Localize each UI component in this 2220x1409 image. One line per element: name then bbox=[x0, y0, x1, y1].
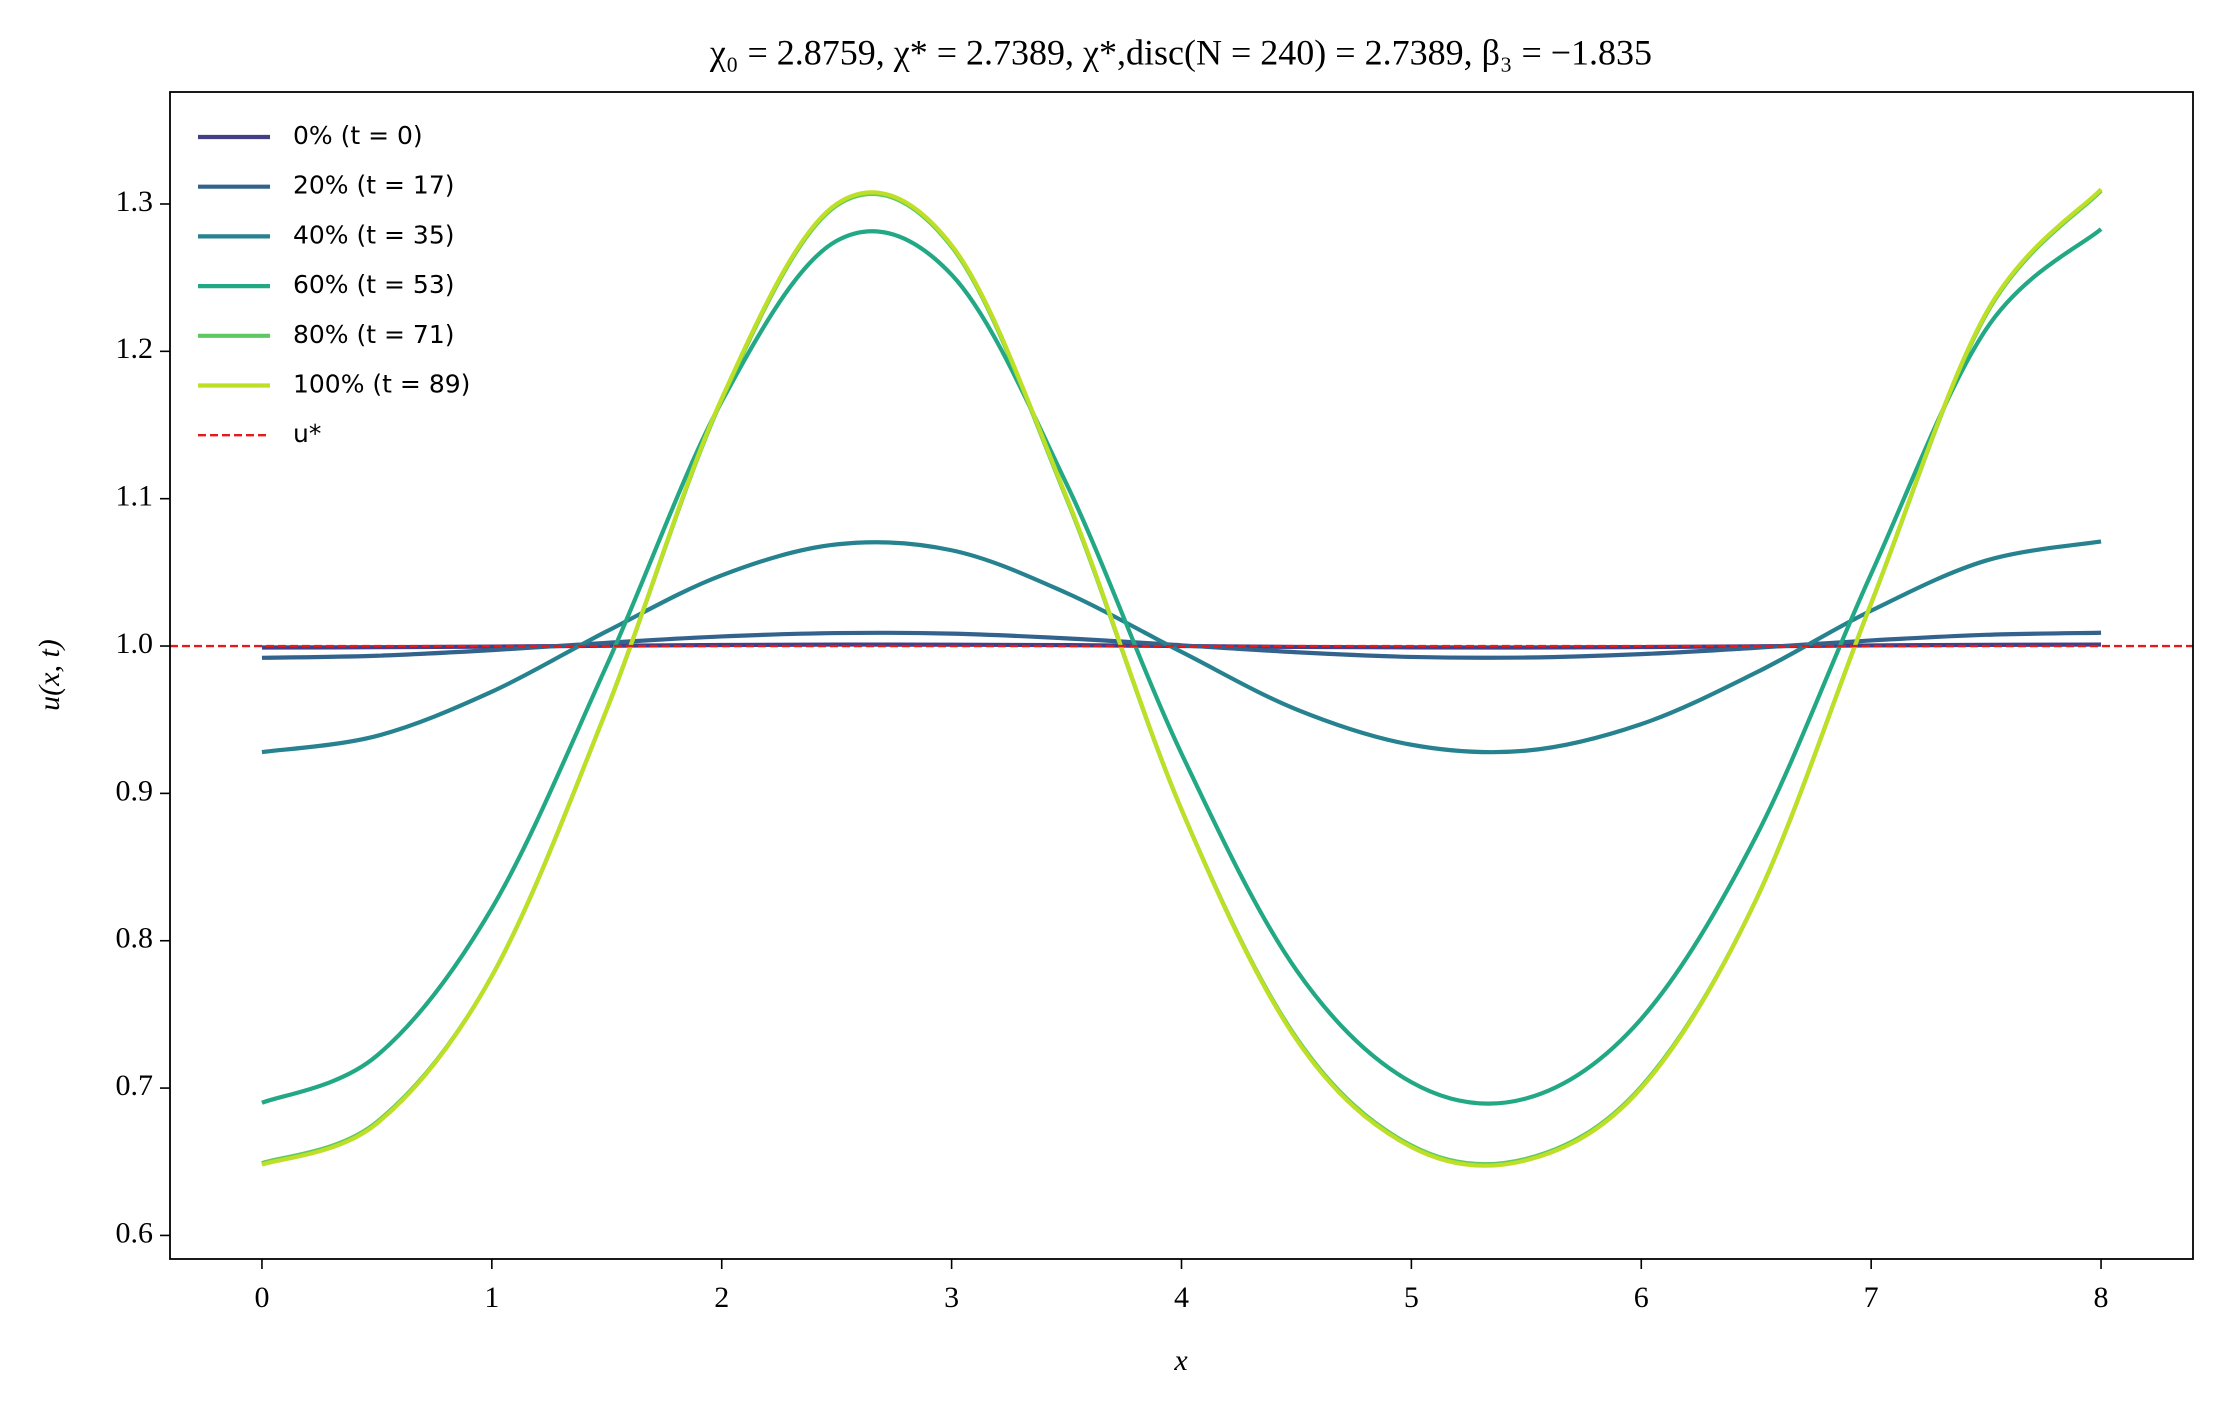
series-line bbox=[261, 227, 2103, 1106]
x-tick-label: 2 bbox=[714, 1281, 729, 1314]
y-tick-label: 0.9 bbox=[116, 774, 154, 807]
legend-label: 0% (t = 0) bbox=[293, 121, 423, 150]
legend-label: 40% (t = 35) bbox=[293, 220, 454, 249]
legend-label: 80% (t = 71) bbox=[293, 320, 454, 349]
series-line bbox=[261, 187, 2103, 1168]
y-tick-label: 1.2 bbox=[116, 332, 154, 365]
chart-title: χ₀ = 2.8759, χ* = 2.7389, χ*,disc(N = 24… bbox=[709, 32, 1652, 72]
x-tick-label: 0 bbox=[254, 1281, 269, 1314]
y-tick-label: 0.8 bbox=[116, 922, 154, 955]
series-line bbox=[261, 539, 2102, 755]
y-tick-label: 1.3 bbox=[116, 185, 154, 218]
plot-frame bbox=[169, 91, 2194, 1260]
legend-label: u* bbox=[293, 419, 321, 448]
x-tick-label: 1 bbox=[484, 1281, 499, 1314]
legend-label: 20% (t = 17) bbox=[293, 171, 454, 200]
y-tick-label: 0.6 bbox=[116, 1216, 154, 1249]
x-tick-label: 8 bbox=[2094, 1281, 2109, 1314]
x-tick-label: 7 bbox=[1864, 1281, 1879, 1314]
x-tick-label: 4 bbox=[1174, 1281, 1189, 1314]
legend-label: 100% (t = 89) bbox=[293, 370, 470, 399]
legend-label: 60% (t = 53) bbox=[293, 270, 454, 299]
y-tick-label: 1.1 bbox=[116, 480, 154, 513]
x-tick-label: 5 bbox=[1404, 1281, 1419, 1314]
x-tick-label: 3 bbox=[944, 1281, 959, 1314]
y-tick-label: 1.0 bbox=[116, 627, 154, 660]
y-axis-label: u(x, t) bbox=[33, 639, 66, 711]
x-axis-label: x bbox=[1173, 1344, 1188, 1377]
y-tick-label: 0.7 bbox=[116, 1069, 154, 1102]
x-tick-label: 6 bbox=[1634, 1281, 1649, 1314]
